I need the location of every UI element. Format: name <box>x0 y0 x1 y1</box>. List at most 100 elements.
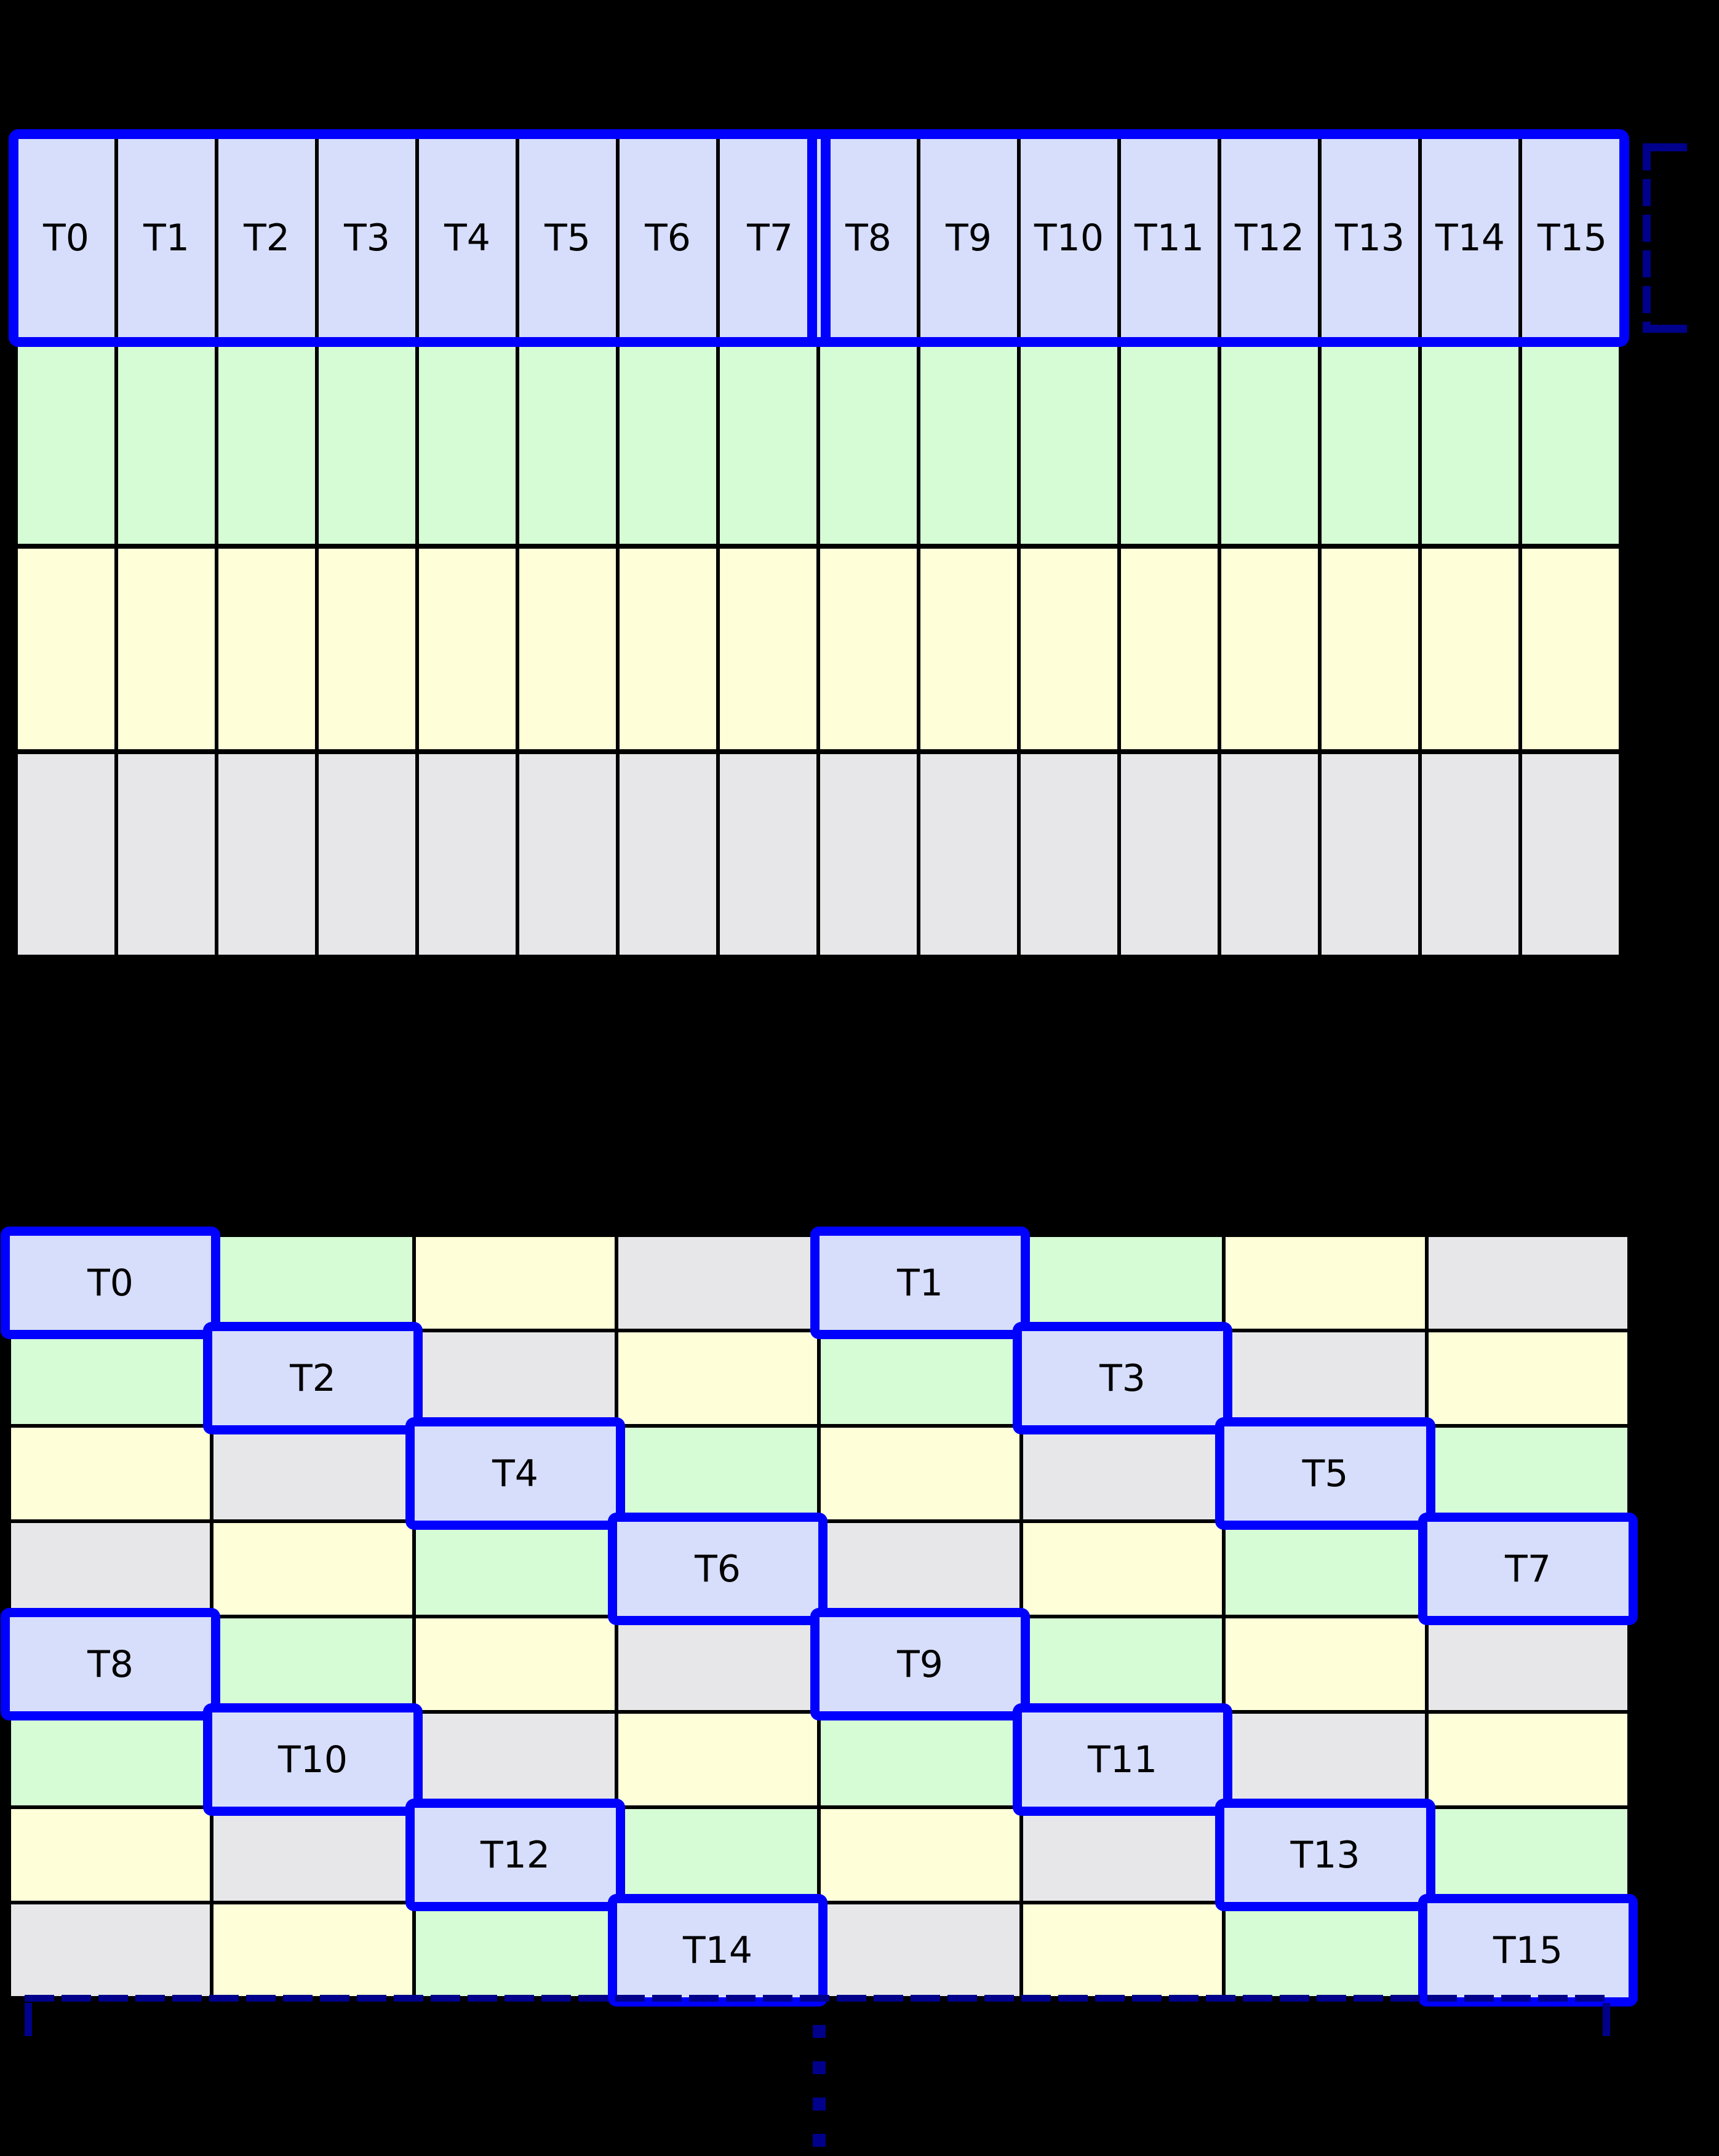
memory-cell <box>820 754 917 955</box>
memory-cell <box>618 1332 817 1424</box>
memory-cell <box>416 1714 615 1805</box>
thread-cell-T10: T10 <box>203 1703 423 1816</box>
memory-cell <box>618 1809 817 1901</box>
thread-cell-T1: T1 <box>118 139 218 337</box>
thread-cell-T6: T6 <box>608 1513 828 1625</box>
memory-cell <box>213 1237 412 1329</box>
memory-cell <box>820 549 917 749</box>
memory-cell <box>821 1428 1019 1519</box>
vertical-ellipsis-icon <box>813 2025 826 2147</box>
memory-cell <box>419 754 516 955</box>
memory-cell <box>1023 1523 1222 1615</box>
memory-cell <box>319 343 415 544</box>
memory-cell <box>1322 754 1418 955</box>
thread-cell-T13: T13 <box>1322 139 1422 337</box>
thread-cell-T14: T14 <box>608 1894 828 2007</box>
thread-cell-T7: T7 <box>720 139 820 337</box>
memory-cell <box>213 1618 412 1710</box>
memory-cell <box>620 343 716 544</box>
memory-cell <box>821 1904 1019 1996</box>
memory-cell <box>618 1714 817 1805</box>
memory-cell <box>920 343 1017 544</box>
memory-cell <box>416 1523 615 1615</box>
warp-group-outline-t0-t7 <box>9 129 831 347</box>
memory-cell <box>1023 1809 1222 1901</box>
memory-cell <box>1021 754 1117 955</box>
memory-cell <box>821 1809 1019 1901</box>
memory-cell <box>1226 1332 1425 1424</box>
memory-cell <box>1023 1237 1222 1329</box>
memory-cell <box>620 754 716 955</box>
thread-cell-T5: T5 <box>519 139 620 337</box>
memory-cell <box>416 1904 615 1996</box>
thread-cell-T10: T10 <box>1021 139 1121 337</box>
memory-cell <box>416 1332 615 1424</box>
warp-group-outline-t8-t15 <box>807 129 1629 347</box>
dimension-tick-left <box>25 2003 32 2036</box>
memory-cell <box>18 549 114 749</box>
memory-cell <box>720 343 816 544</box>
memory-cell <box>213 1523 412 1615</box>
memory-cell <box>11 1809 210 1901</box>
memory-cell <box>11 1904 210 1996</box>
thread-cell-T8: T8 <box>820 139 920 337</box>
bracket-bottom-dash <box>1648 325 1687 333</box>
memory-cell <box>1221 754 1318 955</box>
memory-cell <box>11 1714 210 1805</box>
memory-cell <box>218 549 315 749</box>
memory-cell <box>519 343 616 544</box>
memory-cell <box>416 1618 615 1710</box>
memory-cell <box>920 754 1017 955</box>
thread-cell-T0: T0 <box>18 139 118 337</box>
thread-cell-T14: T14 <box>1422 139 1522 337</box>
thread-cell-T4: T4 <box>419 139 519 337</box>
memory-cell <box>218 754 315 955</box>
memory-cell <box>213 1904 412 1996</box>
memory-cell <box>1429 1714 1627 1805</box>
dimension-tick-right <box>1603 2003 1610 2036</box>
memory-cell <box>821 1332 1019 1424</box>
memory-cell <box>620 549 716 749</box>
thread-cell-T1: T1 <box>810 1227 1030 1339</box>
memory-cell <box>1221 343 1318 544</box>
thread-cell-T15: T15 <box>1418 1894 1638 2007</box>
memory-cell <box>1121 343 1218 544</box>
memory-cell <box>1522 343 1619 544</box>
memory-cell <box>118 754 215 955</box>
memory-cell <box>1023 1904 1222 1996</box>
memory-cell <box>820 343 917 544</box>
memory-cell <box>1021 549 1117 749</box>
dashed-dimension-line-icon <box>25 1995 1610 2002</box>
memory-cell <box>1023 1428 1222 1519</box>
memory-cell <box>1522 754 1619 955</box>
thread-cell-T2: T2 <box>218 139 319 337</box>
memory-cell <box>1429 1428 1627 1519</box>
thread-cell-T13: T13 <box>1215 1799 1435 1911</box>
memory-cell <box>1422 549 1518 749</box>
thread-cell-T6: T6 <box>620 139 720 337</box>
memory-cell <box>11 1428 210 1519</box>
memory-cell <box>618 1237 817 1329</box>
thread-cell-T0: T0 <box>1 1227 220 1339</box>
memory-cell <box>319 549 415 749</box>
memory-cell <box>419 549 516 749</box>
dashed-bracket-icon <box>1643 143 1651 333</box>
memory-cell <box>1429 1332 1627 1424</box>
memory-cell <box>416 1237 615 1329</box>
memory-cell <box>1121 754 1218 955</box>
memory-cell <box>213 1809 412 1901</box>
thread-cell-T5: T5 <box>1215 1417 1435 1530</box>
memory-cell <box>1429 1809 1627 1901</box>
memory-cell <box>18 754 114 955</box>
memory-cell <box>720 754 816 955</box>
memory-cell <box>618 1428 817 1519</box>
memory-cell <box>118 343 215 544</box>
memory-cell <box>1322 549 1418 749</box>
memory-cell <box>1226 1904 1425 1996</box>
thread-cell-T2: T2 <box>203 1322 423 1434</box>
memory-cell <box>18 343 114 544</box>
memory-cell <box>519 549 616 749</box>
memory-cell <box>1422 343 1518 544</box>
memory-cell <box>1422 754 1518 955</box>
memory-cell <box>519 754 616 955</box>
